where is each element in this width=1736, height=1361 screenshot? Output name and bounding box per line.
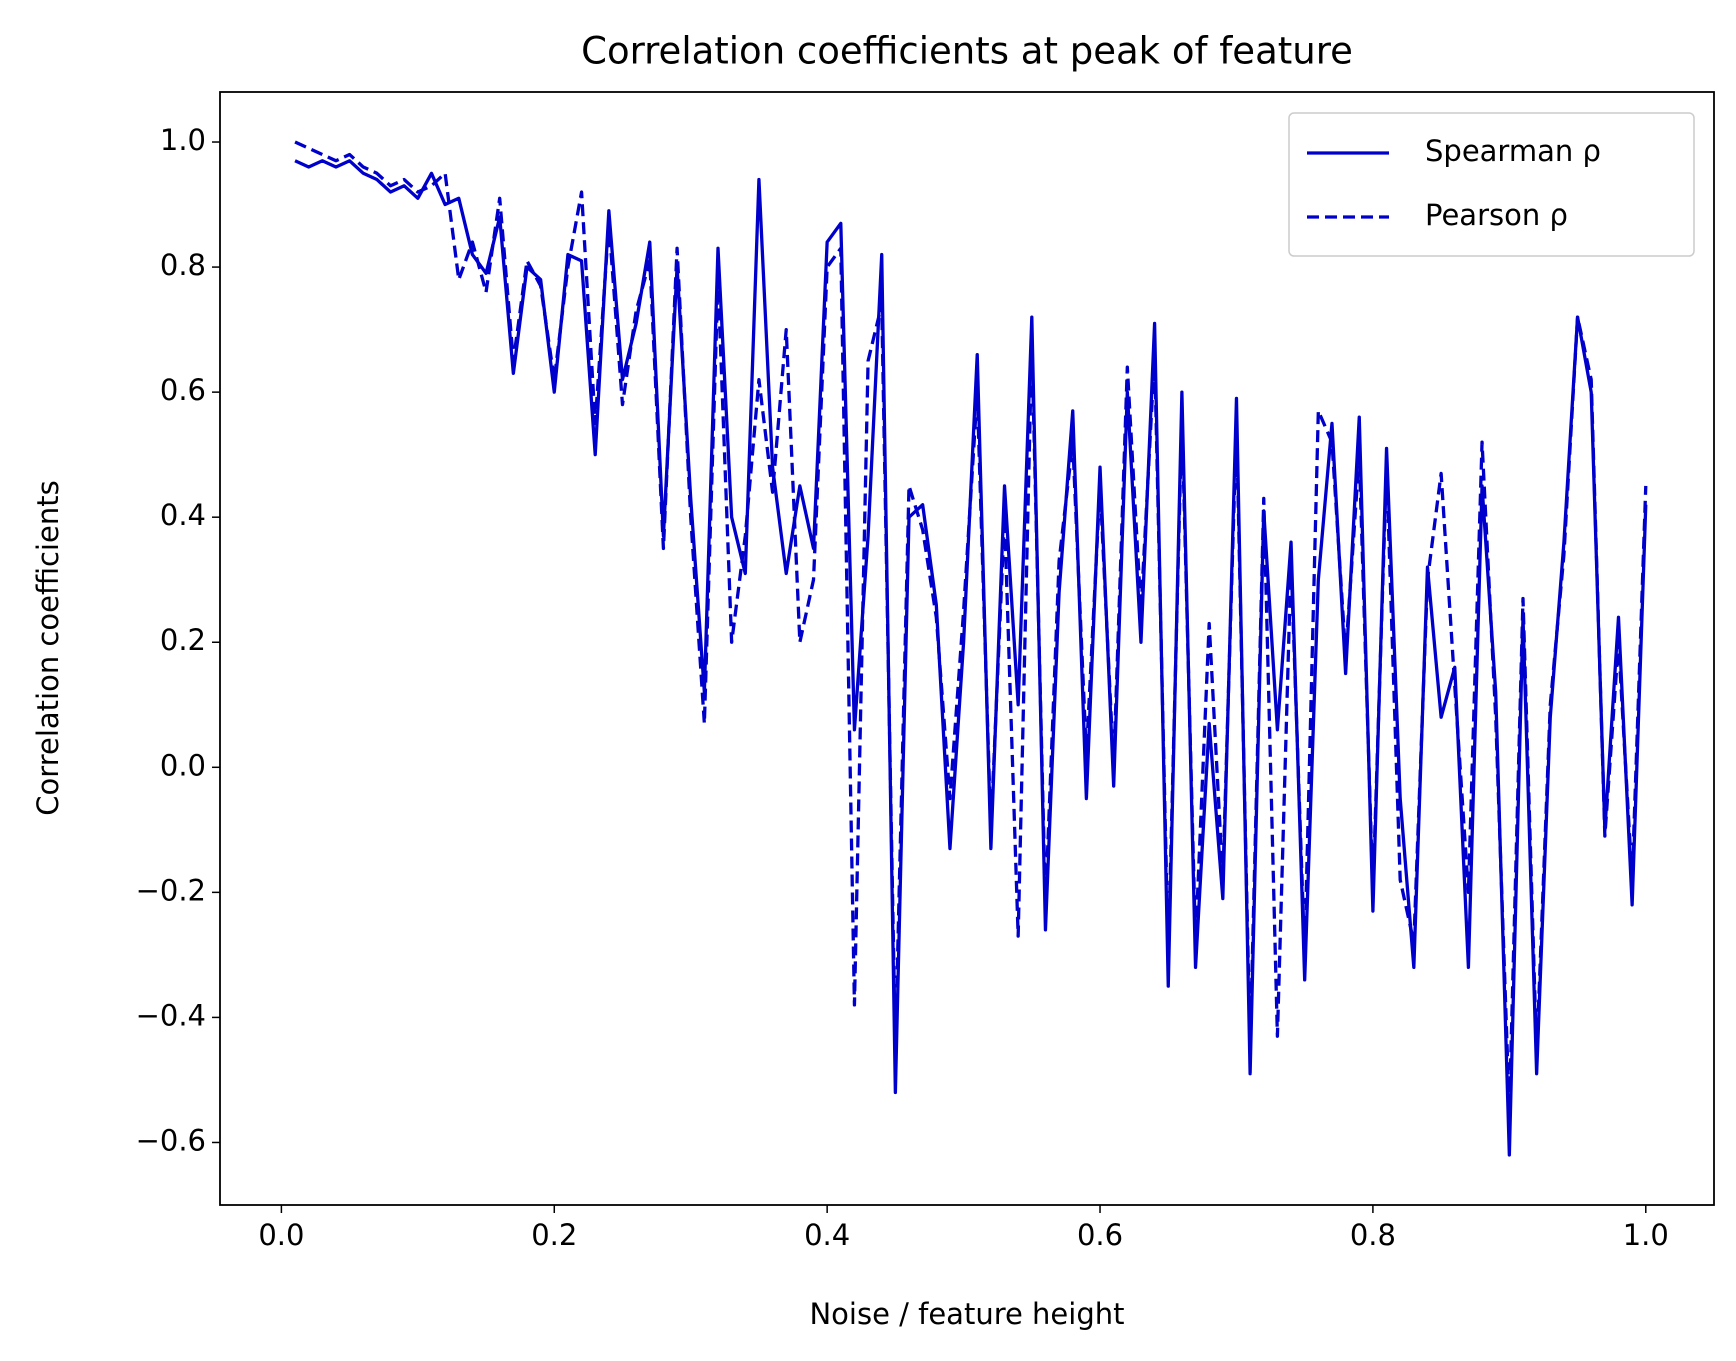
- y-tick-label: −0.6: [136, 1123, 206, 1157]
- y-tick-label: −0.4: [136, 998, 206, 1032]
- y-axis-label: Correlation coefficients: [31, 480, 65, 815]
- x-tick-label: 0.0: [258, 1218, 304, 1252]
- x-tick-label: 0.4: [804, 1218, 850, 1252]
- legend-label: Spearman ρ: [1425, 134, 1601, 168]
- x-tick-label: 0.6: [1077, 1218, 1123, 1252]
- y-tick-label: 0.0: [160, 748, 206, 782]
- plot-frame: [219, 91, 1715, 1206]
- legend-box: [1288, 112, 1695, 257]
- y-tick-label: 1.0: [160, 123, 206, 157]
- x-axis-label: Noise / feature height: [809, 1297, 1124, 1331]
- y-tick-label: 0.2: [160, 623, 206, 657]
- x-tick-label: 1.0: [1623, 1218, 1669, 1252]
- x-tick-label: 0.8: [1350, 1218, 1396, 1252]
- y-tick-label: −0.2: [136, 873, 206, 907]
- data-line: [294, 140, 1648, 1113]
- x-tick-label: 0.2: [531, 1218, 577, 1252]
- y-tick-label: 0.8: [160, 248, 206, 282]
- y-tick-label: 0.6: [160, 373, 206, 407]
- legend-label: Pearson ρ: [1425, 198, 1568, 232]
- chart-title: Correlation coefficients at peak of feat…: [581, 30, 1353, 73]
- y-tick-label: 0.4: [160, 498, 206, 532]
